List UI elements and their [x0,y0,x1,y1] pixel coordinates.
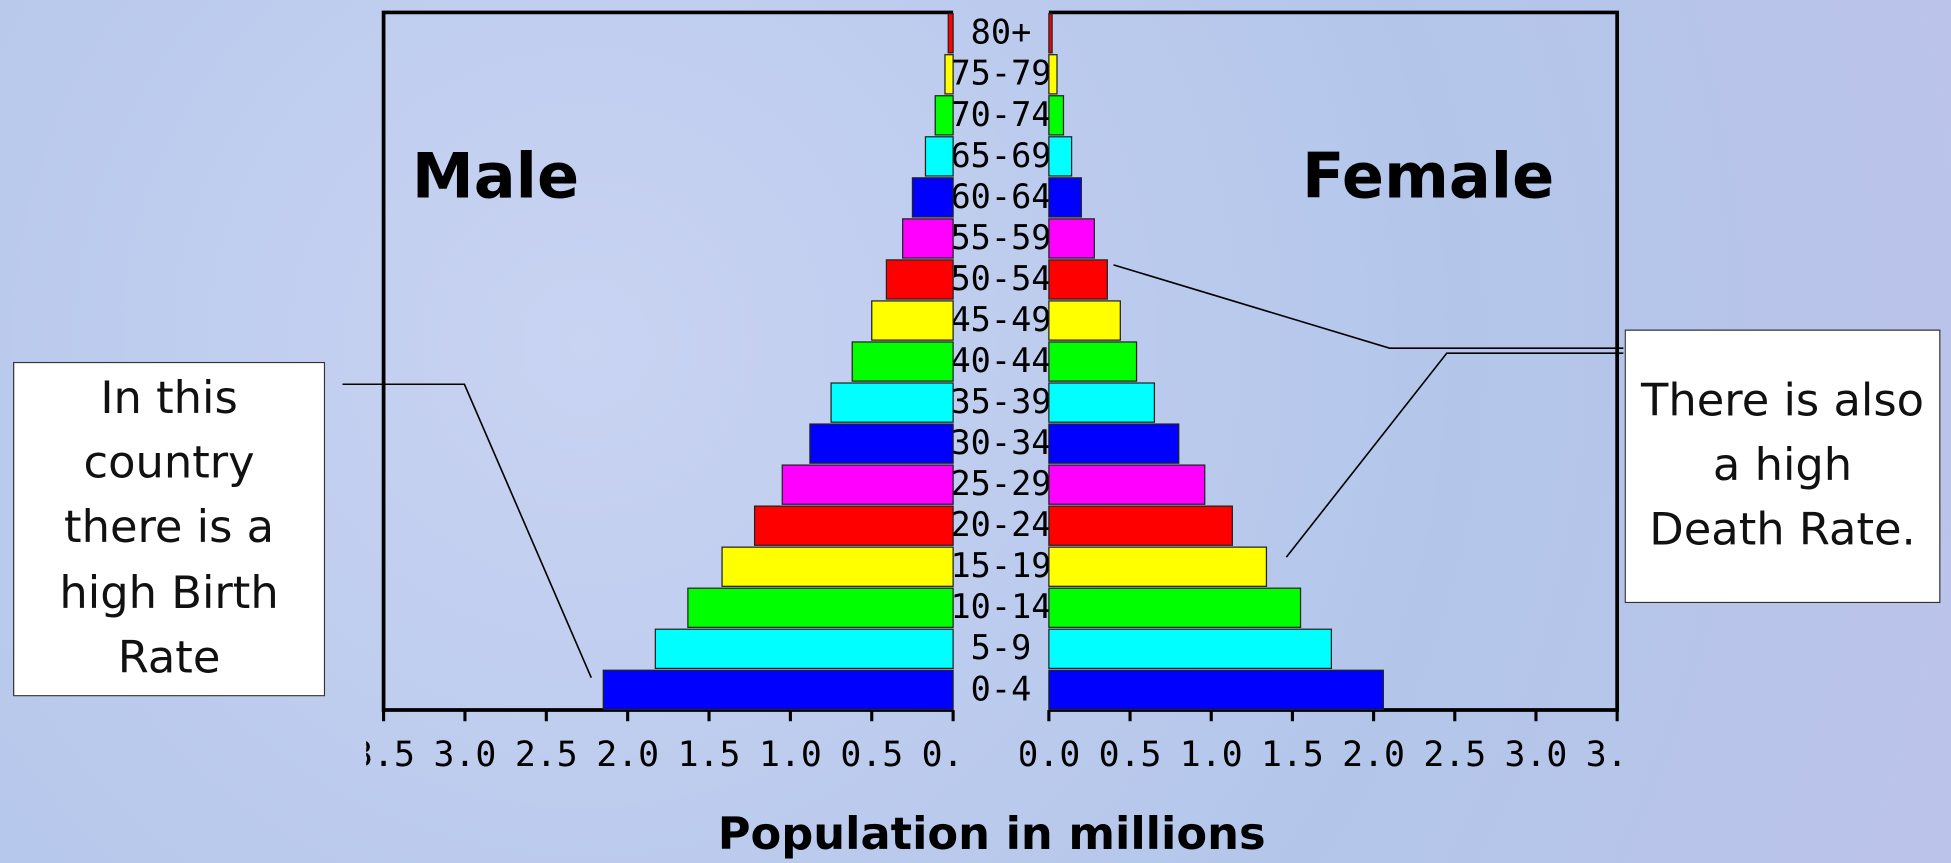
category-label: 40-44 [950,341,1051,380]
category-label: 5-9 [971,628,1032,667]
bar [851,341,954,382]
bar [1048,54,1058,95]
annotation-box: In this country there is a high Birth Ra… [13,361,326,697]
x-tick-label: 1.5 [678,735,741,775]
bar [1048,464,1206,505]
bar [1048,218,1095,259]
callout-line [1113,264,1624,349]
bar [1048,341,1138,382]
x-tick-label: 0.5 [840,735,903,775]
bar [934,95,954,136]
category-label: 20-24 [950,505,1051,544]
callout-lines [342,264,1624,679]
annotation: There is also a high Death Rate. [1624,329,1941,604]
x-tick-label: 3.5 [1586,735,1649,775]
callout-line [342,383,592,679]
bar [1048,177,1082,218]
bar [902,218,954,259]
bar [1048,95,1065,136]
bar [1048,669,1384,711]
bar [809,423,954,464]
x-tick-label: 1.0 [1180,735,1243,775]
x-tick-label: 1.5 [1261,735,1324,775]
category-label: 0-4 [971,669,1032,708]
bar [687,587,954,628]
bar [602,669,954,711]
series-label: Male [412,139,579,212]
x-axis-label: Population in millions [718,807,1266,860]
x-tick-label: 1.0 [759,735,822,775]
category-label: 50-54 [950,259,1051,298]
bar [721,546,954,587]
bar [1048,382,1156,423]
category-label: 35-39 [950,382,1051,421]
bar [885,259,954,300]
x-tick-label: 3.5 [352,735,415,775]
category-label: 70-74 [950,95,1051,134]
bar [1048,13,1053,54]
male-ticks: 0.0 0.5 1.0 1.5 2.0 2.5 3.0 3.5 [352,735,985,775]
category-label: 65-69 [950,136,1051,175]
bar [1048,546,1268,587]
category-label: 30-34 [950,423,1051,462]
bar [753,505,954,546]
bar [1048,300,1121,341]
category-label: 45-49 [950,300,1051,339]
x-tick-label: 0.0 [1017,735,1080,775]
x-tick-label: 0.5 [1099,735,1162,775]
callout-line [1285,352,1624,558]
category-label: 75-79 [950,54,1051,93]
bar [654,628,954,670]
bar [1048,505,1233,546]
bar [924,136,954,177]
x-tick-label: 3.0 [1505,735,1568,775]
bar [1048,259,1108,300]
x-tick-label: 2.5 [515,735,578,775]
bar [944,54,954,95]
category-label: 15-19 [950,546,1051,585]
category-label: 25-29 [950,464,1051,503]
bar [830,382,954,423]
x-tick-label: 2.0 [1342,735,1405,775]
bar [781,464,954,505]
category-label: 10-14 [950,587,1051,626]
category-label: 55-59 [950,218,1051,257]
category-label: 60-64 [950,177,1051,216]
series-label: Female [1302,139,1554,212]
x-tick-label: 3.0 [434,735,497,775]
annotation-box: There is also a high Death Rate. [1624,329,1941,604]
bar [911,177,954,218]
bar [947,13,954,54]
female-ticks: 0.0 0.5 1.0 1.5 2.0 2.5 3.0 3.5 [1017,735,1649,775]
x-tick-label: 0.0 [922,735,985,775]
bar [871,300,954,341]
annotation: In this country there is a high Birth Ra… [13,361,326,697]
x-tick-label: 2.0 [596,735,659,775]
bar [1048,587,1302,628]
x-tick-label: 2.5 [1423,735,1486,775]
bar [1048,136,1073,177]
bar [1048,423,1180,464]
category-label: 80+ [971,13,1032,52]
bar [1048,628,1333,670]
